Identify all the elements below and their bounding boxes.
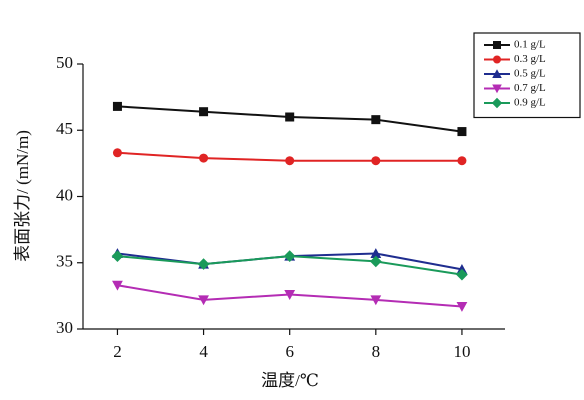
x-tick-label: 2 [113,342,122,361]
marker [112,101,122,111]
marker [112,280,123,291]
marker [456,301,468,312]
x-tick-label: 6 [285,342,294,361]
marker [284,290,296,300]
legend-label: 0.9 g/L [514,97,546,109]
legend-marker [492,69,502,78]
x-tick-label: 8 [372,342,381,361]
marker [199,153,209,163]
marker [457,127,467,137]
marker [457,156,467,166]
legend-marker [493,55,501,64]
marker [112,148,122,158]
y-tick-label: 40 [56,185,73,204]
marker [371,115,381,125]
x-axis-label: 温度/℃ [261,371,319,390]
legend-label: 0.5 g/L [514,68,546,80]
y-tick-label: 45 [56,119,73,138]
marker [283,250,296,262]
legend-marker [492,84,502,94]
legend-marker [491,97,503,109]
legend-label: 0.7 g/L [514,82,546,94]
marker [369,255,382,268]
marker [199,107,209,117]
marker [197,258,210,270]
y-tick-label: 50 [56,53,73,72]
y-axis-label: 表面张力/ (mN/m) [13,130,32,262]
x-tick-label: 4 [199,342,208,361]
legend-label: 0.3 g/L [514,53,546,65]
marker [285,112,295,122]
legend-label: 0.1 g/L [514,39,546,51]
marker [111,250,124,262]
marker [370,295,382,306]
y-tick-label: 35 [56,252,73,271]
y-tick-label: 30 [56,318,73,337]
x-tick-label: 10 [453,342,470,361]
marker [285,156,295,166]
marker [198,295,209,306]
marker [456,268,468,281]
marker [370,248,382,258]
legend-marker [493,41,501,49]
marker [371,156,381,166]
